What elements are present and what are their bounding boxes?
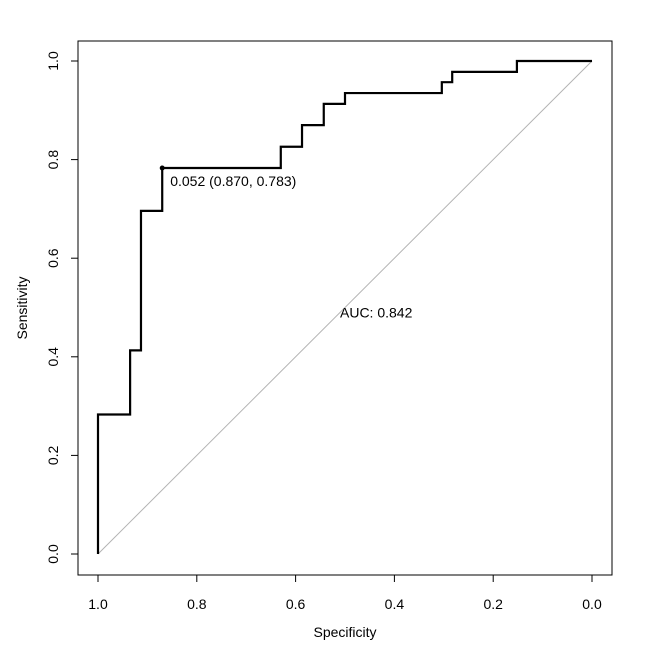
y-tick-label: 0.6 <box>45 248 61 268</box>
x-tick-label: 0.4 <box>385 596 405 612</box>
auc-label: AUC: 0.842 <box>340 304 413 320</box>
threshold-label: 0.052 (0.870, 0.783) <box>170 173 296 189</box>
y-tick-label: 1.0 <box>45 51 61 71</box>
y-tick-label: 0.8 <box>45 150 61 170</box>
x-tick-label: 0.8 <box>187 596 207 612</box>
x-tick-label: 0.6 <box>286 596 306 612</box>
y-tick-label: 0.2 <box>45 445 61 465</box>
y-axis: 0.0 0.2 0.4 0.6 0.8 1.0 <box>45 51 79 564</box>
y-tick-label: 0.0 <box>45 544 61 564</box>
x-tick-label: 0.0 <box>582 596 602 612</box>
x-axis-label: Specificity <box>313 624 376 640</box>
y-tick-label: 0.4 <box>45 347 61 367</box>
x-tick-label: 0.2 <box>483 596 503 612</box>
roc-curve <box>96 59 592 554</box>
x-tick-label: 1.0 <box>88 596 108 612</box>
x-axis: 1.0 0.8 0.6 0.4 0.2 0.0 <box>88 574 602 612</box>
y-axis-label: Sensitivity <box>14 276 30 339</box>
threshold-point <box>159 165 165 171</box>
reference-diagonal <box>97 60 593 555</box>
